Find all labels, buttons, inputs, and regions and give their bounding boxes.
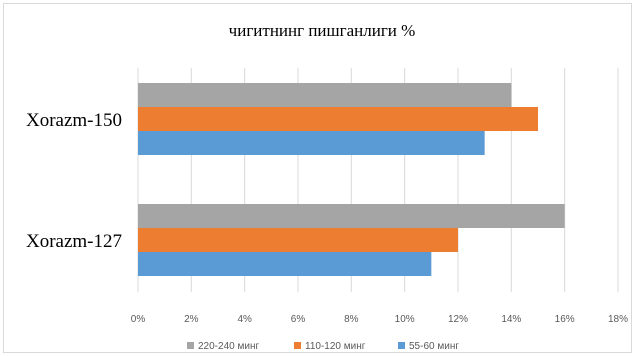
legend-swatch <box>294 342 301 349</box>
x-tick-label: 16% <box>555 314 575 325</box>
legend-swatch <box>398 342 405 349</box>
x-tick-label: 4% <box>237 314 252 325</box>
legend: 220-240 минг 110-120 минг 55-60 минг <box>187 341 459 352</box>
x-tick-label: 14% <box>501 314 521 325</box>
bars <box>138 83 565 276</box>
category-label: Xorazm-127 <box>26 231 122 252</box>
bar <box>138 131 485 155</box>
legend-label: 110-120 минг <box>305 341 366 352</box>
chart-title: чигитнинг пишганлиги % <box>229 21 416 40</box>
x-tick-label: 6% <box>291 314 306 325</box>
x-tick-label: 8% <box>344 314 359 325</box>
bar <box>138 107 538 131</box>
category-label: Xorazm-150 <box>26 110 122 131</box>
legend-swatch <box>187 342 194 349</box>
x-tick-label: 18% <box>608 314 628 325</box>
x-tick-label: 0% <box>131 314 146 325</box>
x-tick-label: 12% <box>448 314 468 325</box>
bar <box>138 83 512 107</box>
x-tick-label: 2% <box>184 314 199 325</box>
legend-label: 55-60 минг <box>409 341 459 352</box>
x-axis-ticks: 0% 2% 4% 6% 8% 10% 12% 14% 16% 18% <box>131 314 628 325</box>
bar <box>138 204 565 228</box>
x-tick-label: 10% <box>395 314 415 325</box>
bar <box>138 252 432 276</box>
legend-label: 220-240 минг <box>198 341 259 352</box>
category-labels: Xorazm-150 Xorazm-127 <box>26 110 122 252</box>
bar <box>138 228 458 252</box>
chart-frame <box>3 3 632 353</box>
